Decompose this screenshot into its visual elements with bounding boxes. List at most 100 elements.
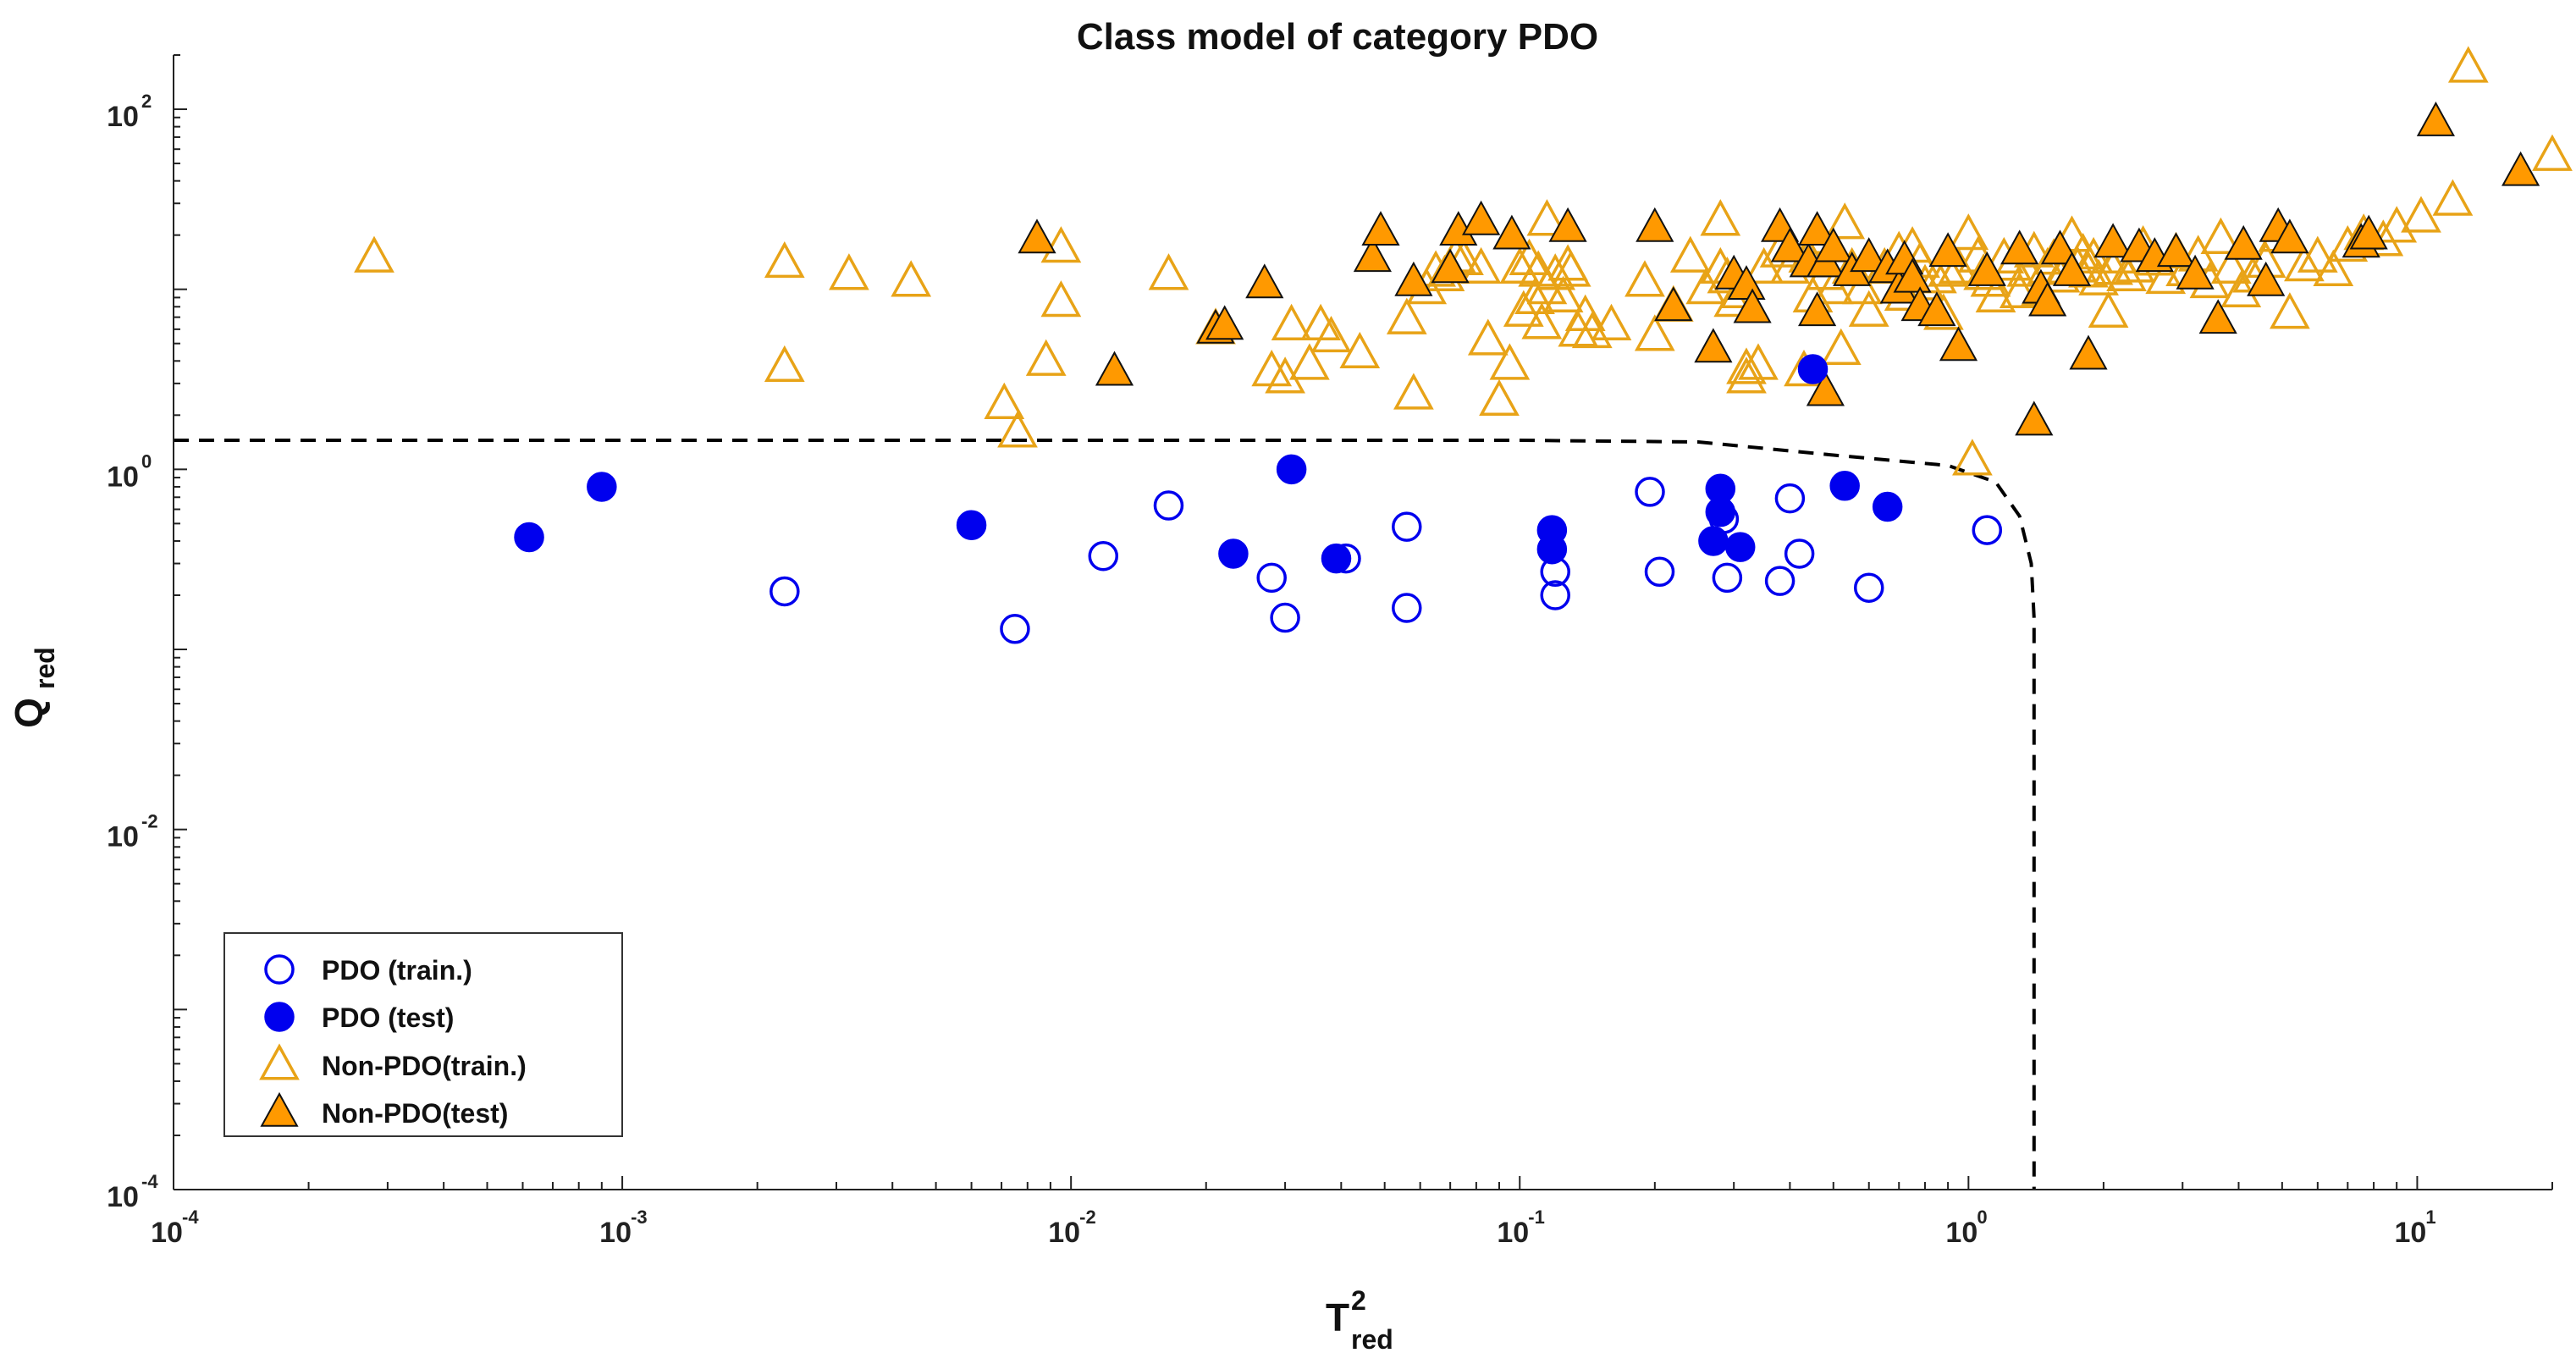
nonpdo-train-point <box>2401 196 2441 233</box>
nonpdo-train-point <box>764 345 805 383</box>
nonpdo-train-point <box>1479 378 1520 417</box>
pdo-train-point <box>1270 602 1300 633</box>
nonpdo-test-point <box>1394 261 1433 296</box>
nonpdo-test-point <box>2416 101 2455 136</box>
svg-text:10: 10 <box>107 101 139 133</box>
nonpdo-test-point <box>2052 251 2092 286</box>
pdo-test-point <box>956 510 987 540</box>
nonpdo-test-point <box>1917 291 1956 327</box>
svg-text:-2: -2 <box>141 811 158 832</box>
svg-text:10: 10 <box>107 1181 139 1213</box>
y-tick-label: 10 2 <box>107 91 152 133</box>
nonpdo-test-point <box>1654 286 1693 322</box>
pdo-train-point <box>1712 562 1743 594</box>
chart-title: Class model of category PDO <box>1077 16 1598 58</box>
pdo-test-point <box>1797 354 1829 384</box>
nonpdo-train-point <box>1685 268 1727 305</box>
nonpdo-train-point <box>1393 373 1434 410</box>
nonpdo-train-point <box>2200 217 2242 254</box>
nonpdo-train-point <box>1503 290 1544 327</box>
x-tick-label: 10 1 <box>2395 1207 2436 1249</box>
nonpdo-train-point <box>2532 134 2573 171</box>
nonpdo-test-point <box>2349 214 2388 250</box>
svg-text:10: 10 <box>599 1217 632 1249</box>
nonpdo-test-point <box>1850 237 1889 273</box>
y-label-main: Q <box>7 698 51 728</box>
nonpdo-test-point <box>2040 229 2080 265</box>
nonpdo-train-point <box>1289 343 1330 380</box>
pdo-train-point <box>1774 483 1806 514</box>
nonpdo-test-point <box>1806 371 1845 406</box>
x-axis: 10 -4 10 -3 10 -2 10 -1 10 0 10 1 <box>151 1176 2553 1249</box>
nonpdo-train-point <box>1386 297 1427 334</box>
nonpdo-train-point <box>829 253 869 290</box>
nonpdo-train-point <box>2447 46 2489 83</box>
nonpdo-train-point <box>1738 343 1779 380</box>
nonpdo-train-point <box>1669 235 1711 273</box>
nonpdo-test-point <box>1353 237 1392 273</box>
svg-text:-1: -1 <box>1528 1207 1545 1228</box>
nonpdo-train-point <box>1499 246 1541 284</box>
nonpdo-train-point <box>2062 232 2104 270</box>
nonpdo-test-point <box>1431 248 1470 284</box>
nonpdo-train-point <box>1040 280 1082 318</box>
nonpdo-train-point <box>1514 277 1555 315</box>
nonpdo-train-point <box>1509 238 1550 275</box>
svg-text:10: 10 <box>1945 1217 1978 1249</box>
nonpdo-train-point <box>1812 268 1854 305</box>
pdo-test-point <box>1872 491 1903 522</box>
pdo-train-point <box>1853 572 1884 603</box>
nonpdo-test-point <box>1893 257 1932 293</box>
pdo-train-point <box>769 576 800 607</box>
svg-text:-4: -4 <box>182 1207 199 1228</box>
nonpdo-train-point <box>984 382 1025 420</box>
nonpdo-test-point <box>2156 232 2196 268</box>
nonpdo-train-point <box>1726 347 1767 384</box>
pdo-test-point <box>1321 543 1352 574</box>
svg-text:-2: -2 <box>1079 1207 1096 1228</box>
nonpdo-train-point <box>1148 253 1189 290</box>
legend-marker-2 <box>259 1043 300 1080</box>
nonpdo-test-point <box>2502 151 2540 186</box>
x-tick-label: 10 0 <box>1945 1207 1987 1249</box>
pdo-train-point <box>1000 614 1030 644</box>
pdo-test-point <box>1536 533 1568 565</box>
nonpdo-train-point <box>1848 290 1889 327</box>
nonpdo-test-point <box>1205 305 1244 340</box>
x-label-sup: 2 <box>1351 1285 1366 1316</box>
nonpdo-train-point <box>1624 260 1665 297</box>
nonpdo-train-point <box>2210 246 2252 284</box>
nonpdo-test-point <box>2000 229 2039 265</box>
nonpdo-train-point <box>1571 311 1613 349</box>
nonpdo-train-point <box>2270 292 2310 329</box>
pdo-test-point <box>1698 526 1729 556</box>
nonpdo-test-point <box>1798 211 1837 246</box>
nonpdo-train-point <box>2297 235 2338 273</box>
nonpdo-train-point <box>1535 253 1576 290</box>
x-axis-label: T 2 red <box>1326 1285 1393 1355</box>
nonpdo-train-point <box>1550 250 1591 287</box>
nonpdo-train-point <box>1542 275 1584 313</box>
x-label-main: T <box>1326 1295 1349 1339</box>
nonpdo-train-point <box>2432 179 2474 216</box>
x-tick-label: 10 -3 <box>599 1207 647 1249</box>
nonpdo-test-point <box>1245 263 1284 299</box>
pdo-train-point <box>1635 477 1665 507</box>
nonpdo-train-point <box>1025 339 1067 376</box>
nonpdo-test-point <box>1694 328 1733 363</box>
pdo-train-point <box>1153 490 1184 521</box>
pdo-train-point <box>1392 511 1422 542</box>
svg-text:10: 10 <box>1497 1217 1529 1249</box>
pdo-test-point <box>1724 532 1756 562</box>
series-2 <box>354 46 2573 476</box>
nonpdo-train-point <box>1634 314 1675 351</box>
pdo-train-point <box>1088 540 1119 572</box>
pdo-test-point <box>1218 538 1249 569</box>
nonpdo-train-point <box>1271 303 1312 340</box>
nonpdo-train-point <box>1526 199 1568 236</box>
nonpdo-train-point <box>997 411 1038 448</box>
nonpdo-test-point <box>2247 261 2286 296</box>
svg-text:-3: -3 <box>631 1207 648 1228</box>
nonpdo-test-point <box>1492 214 1531 250</box>
